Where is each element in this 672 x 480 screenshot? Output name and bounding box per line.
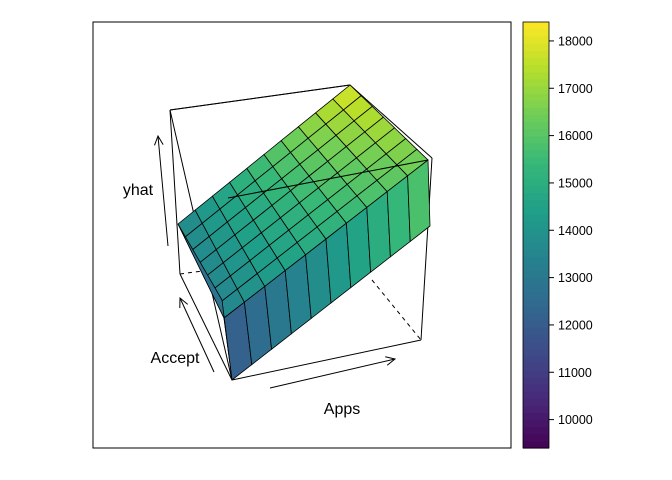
colorbar-segment: [523, 440, 549, 449]
colorbar-segment: [523, 362, 549, 371]
x-axis-label: Apps: [324, 401, 360, 418]
colorbar-segment: [523, 384, 549, 392]
colorbar-segment: [523, 93, 549, 101]
colorbar-segment: [523, 291, 549, 300]
colorbar-segment: [523, 149, 549, 158]
surface-front-facet: [407, 159, 431, 243]
colorbar-segment: [523, 313, 549, 321]
colorbar-segment: [523, 320, 549, 328]
colorbar-segment: [523, 213, 549, 222]
colorbar-segment: [523, 249, 549, 257]
axis-arrows: [154, 134, 397, 389]
box-top-edge: [169, 84, 351, 111]
colorbar-segment: [523, 306, 549, 314]
y-axis-arrow-head: [179, 296, 189, 309]
colorbar-segment: [523, 426, 549, 435]
colorbar-segment: [523, 57, 549, 66]
box-right-vertical-edge: [420, 157, 433, 341]
colorbar-segment: [523, 242, 549, 250]
colorbar-tick-label: 14000: [558, 224, 593, 238]
colorbar-segment: [523, 348, 549, 357]
colorbar-segment: [523, 412, 549, 421]
colorbar-segment: [523, 227, 549, 236]
y-axis-label: Accept: [151, 350, 200, 367]
colorbar-segment: [523, 377, 549, 385]
colorbar-segment: [523, 419, 549, 428]
colorbar-tick-label: 16000: [558, 129, 593, 143]
colorbar-segment: [523, 29, 549, 37]
box-bottom-left-edge: [179, 273, 233, 381]
colorbar-segment: [523, 391, 549, 399]
colorbar-segment: [523, 185, 549, 193]
box-bottom-front-edge: [231, 339, 422, 381]
colorbar-segment: [523, 156, 549, 165]
colorbar-segment: [523, 164, 549, 172]
colorbar-segment: [523, 192, 549, 201]
colorbar-segment: [523, 114, 549, 122]
colorbar-segment: [523, 206, 549, 215]
colorbar-segment: [523, 199, 549, 208]
colorbar-segment: [523, 334, 549, 343]
colorbar-segment: [523, 142, 549, 151]
z-axis-arrow: [157, 135, 169, 247]
colorbar-segment: [523, 284, 549, 293]
z-axis-label: yhat: [123, 182, 154, 199]
colorbar-segment: [523, 405, 549, 414]
colorbar-tick-label: 10000: [558, 413, 593, 427]
colorbar-segment: [523, 135, 549, 144]
colorbar-segment: [523, 50, 549, 59]
colorbar-segment: [523, 369, 549, 378]
colorbar-segment: [523, 121, 549, 130]
colorbar-segment: [523, 433, 549, 442]
colorbar-segment: [523, 36, 549, 44]
colorbar-segment: [523, 178, 549, 186]
colorbar-segment: [523, 78, 549, 87]
colorbar-segment: [523, 107, 549, 115]
colorbar-tick-label: 18000: [558, 34, 593, 48]
x-axis-arrow-head: [385, 356, 397, 366]
colorbar-segment: [523, 235, 549, 243]
colorbar-tick-label: 13000: [558, 271, 593, 285]
colorbar-segment: [523, 270, 549, 279]
colorbar-segment: [523, 327, 549, 335]
colorbar-segment: [523, 64, 549, 73]
colorbar-tick-label: 12000: [558, 318, 593, 332]
colorbar-segment: [523, 263, 549, 272]
colorbar-border: [522, 21, 550, 449]
plot-frame: [92, 21, 512, 449]
colorbar-tick-label: 11000: [558, 366, 592, 380]
colorbar-segment: [523, 355, 549, 364]
colorbar-segment: [523, 71, 549, 80]
colorbar-segment: [523, 220, 549, 229]
colorbar-segment: [523, 277, 549, 286]
x-axis-arrow: [269, 358, 396, 389]
box-top-right-edge: [349, 84, 433, 159]
box-hidden-edge: [371, 279, 422, 341]
surface: [177, 84, 431, 381]
box-inner-edge: [227, 159, 429, 199]
box-left-vertical-edge: [169, 109, 181, 275]
colorbar-segment: [523, 100, 549, 108]
colorbar-segment: [523, 256, 549, 264]
colorbar-tick-label: 15000: [558, 176, 593, 190]
colorbar-tick-label: 17000: [558, 82, 593, 96]
box-front-edges: [169, 84, 429, 381]
y-axis-arrow: [179, 297, 215, 373]
colorbar-segment: [523, 22, 549, 30]
colorbar: [522, 21, 550, 449]
z-axis-arrow-head: [154, 134, 164, 146]
colorbar-ticks: 10000 11000 12000 13000 14000 15000 16000 17000…: [549, 34, 593, 427]
colorbar-segment: [523, 298, 549, 307]
colorbar-segment: [523, 43, 549, 51]
colorbar-segment: [523, 128, 549, 137]
colorbar-segment: [523, 85, 549, 94]
colorbar-segment: [523, 171, 549, 179]
colorbar-segment: [523, 341, 549, 350]
colorbar-segment: [523, 398, 549, 406]
